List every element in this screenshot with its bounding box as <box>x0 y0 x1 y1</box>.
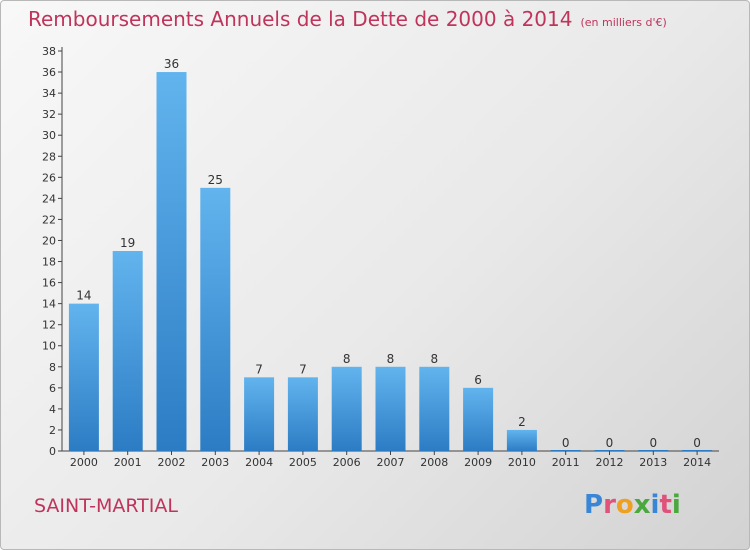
y-tick-label: 14 <box>42 298 56 311</box>
logo-letter: i <box>650 490 660 520</box>
bar <box>287 377 318 451</box>
bar-value-label: 7 <box>299 362 307 376</box>
y-tick-label: 6 <box>49 382 56 395</box>
logo-letter: o <box>615 490 634 520</box>
proxiti-logo[interactable]: Proxiti <box>584 490 681 520</box>
bar-value-label: 0 <box>562 436 570 450</box>
y-tick-label: 12 <box>42 319 56 332</box>
x-tick-label: 2012 <box>596 456 624 469</box>
bar-value-label: 8 <box>343 352 351 366</box>
bar <box>331 366 362 451</box>
bar-value-label: 7 <box>255 362 263 376</box>
y-tick-label: 4 <box>49 403 56 416</box>
y-tick-label: 30 <box>42 129 56 142</box>
x-tick-label: 2013 <box>639 456 667 469</box>
chart-title: Remboursements Annuels de la Dette de 20… <box>28 7 667 31</box>
x-tick-label: 2011 <box>552 456 580 469</box>
y-tick-label: 38 <box>42 45 56 58</box>
x-tick-label: 2014 <box>683 456 711 469</box>
bar <box>419 366 450 451</box>
x-tick-label: 2008 <box>420 456 448 469</box>
bar-value-label: 14 <box>76 289 91 303</box>
logo-letter: i <box>671 490 681 520</box>
x-tick-label: 2001 <box>114 456 142 469</box>
bar <box>200 187 231 451</box>
commune-name: SAINT-MARTIAL <box>34 495 178 517</box>
x-tick-label: 2010 <box>508 456 536 469</box>
y-tick-label: 24 <box>42 192 56 205</box>
y-tick-label: 32 <box>42 108 56 121</box>
y-tick-label: 22 <box>42 213 56 226</box>
chart-unit-note: (en milliers d'€) <box>580 16 667 29</box>
bar-value-label: 8 <box>387 352 395 366</box>
bar-value-label: 0 <box>693 436 701 450</box>
y-tick-label: 0 <box>49 445 56 458</box>
bar <box>68 303 99 451</box>
y-tick-label: 28 <box>42 150 56 163</box>
bar-value-label: 25 <box>208 173 223 187</box>
y-tick-label: 36 <box>42 66 56 79</box>
bar <box>156 72 187 451</box>
logo-letter: r <box>603 490 616 520</box>
y-tick-label: 18 <box>42 256 56 269</box>
logo-letter: x <box>633 490 651 520</box>
logo-letter: t <box>659 490 672 520</box>
y-tick-label: 20 <box>42 234 56 247</box>
bar-value-label: 19 <box>120 236 135 250</box>
chart-title-main: Remboursements Annuels de la Dette de 20… <box>28 7 573 31</box>
x-tick-label: 2005 <box>289 456 317 469</box>
x-tick-label: 2000 <box>70 456 98 469</box>
bar <box>375 366 406 451</box>
bar-value-label: 0 <box>606 436 614 450</box>
y-tick-label: 16 <box>42 277 56 290</box>
x-tick-label: 2007 <box>377 456 405 469</box>
bar-value-label: 6 <box>474 373 482 387</box>
y-tick-label: 34 <box>42 87 56 100</box>
bar <box>463 387 494 451</box>
bar <box>112 251 143 451</box>
bar-value-label: 0 <box>649 436 657 450</box>
x-tick-label: 2004 <box>245 456 273 469</box>
bar-value-label: 8 <box>430 352 438 366</box>
x-tick-label: 2003 <box>201 456 229 469</box>
bar-value-label: 36 <box>164 57 179 71</box>
y-tick-label: 10 <box>42 340 56 353</box>
bar <box>506 429 537 451</box>
bar <box>244 377 275 451</box>
x-tick-label: 2009 <box>464 456 492 469</box>
x-tick-label: 2006 <box>333 456 361 469</box>
bar-value-label: 2 <box>518 415 526 429</box>
y-tick-label: 8 <box>49 361 56 374</box>
y-tick-label: 2 <box>49 424 56 437</box>
y-tick-label: 26 <box>42 171 56 184</box>
x-tick-label: 2002 <box>158 456 186 469</box>
logo-letter: P <box>584 490 604 520</box>
